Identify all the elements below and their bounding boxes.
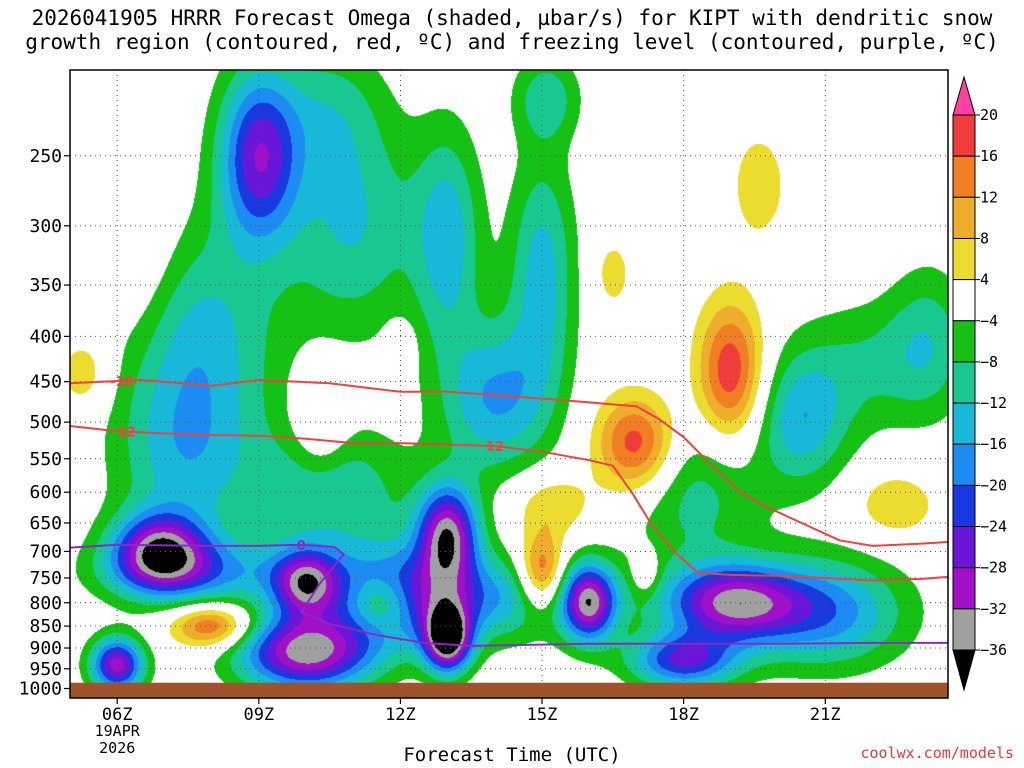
- colorbar-bin: [952, 526, 976, 569]
- pressure-tick-label: 550: [29, 449, 62, 470]
- pressure-tick-label: 300: [29, 216, 62, 237]
- colorbar-bin: [952, 567, 976, 610]
- omega-shaded-field: [70, 70, 948, 698]
- time-tick-label: 18Z: [668, 705, 699, 725]
- pressure-tick-label: 800: [29, 593, 62, 614]
- pressure-tick-label: 250: [29, 146, 62, 167]
- colorbar-tick-label: −16: [980, 435, 1007, 453]
- time-tick-label: 12Z: [385, 705, 416, 725]
- time-tick-label: 06Z: [102, 705, 133, 725]
- colorbar-max-arrow: [952, 75, 976, 116]
- colorbar-tick-label: 12: [980, 188, 998, 206]
- pressure-tick-label: 400: [29, 326, 62, 347]
- pressure-tick-label: 600: [29, 482, 62, 503]
- ground-surface: [70, 682, 948, 698]
- colorbar-tick-label: −20: [980, 476, 1007, 494]
- title-line-2: growth region (contoured, red, ºC) and f…: [25, 30, 999, 54]
- date-label-day: 19APR: [95, 722, 141, 740]
- x-axis-title: Forecast Time (UTC): [403, 744, 621, 766]
- dgz-contour-minus12: [70, 425, 948, 582]
- colorbar-tick-label: 8: [980, 229, 989, 247]
- colorbar-tick-label: 20: [980, 106, 998, 124]
- date-label-year: 2026: [99, 739, 135, 757]
- contour-label: 12: [118, 426, 136, 441]
- contour-layer: -18 12 12 0: [70, 375, 948, 647]
- pressure-tick-label: 500: [29, 412, 62, 433]
- colorbar-bin: [952, 237, 976, 281]
- pressure-tick-label: 450: [29, 372, 62, 393]
- plot-frame: [69, 69, 949, 699]
- colorbar-bin: [952, 196, 976, 239]
- colorbar-bin: [952, 402, 976, 445]
- contour-label: -18: [110, 375, 134, 390]
- pressure-tick-label: 350: [29, 275, 62, 296]
- pressure-tick-label: 900: [29, 638, 62, 659]
- dgz-contour-minus18: [70, 378, 948, 547]
- colorbar-tick-label: −36: [980, 641, 1007, 659]
- colorbar-tick-label: 16: [980, 147, 998, 165]
- pressure-axis: 2503003504004505005506006507007508008509…: [19, 146, 70, 700]
- colorbar-bin: [952, 279, 976, 322]
- time-tick-label: 15Z: [527, 705, 558, 725]
- colorbar-bin: [952, 443, 976, 486]
- contour-label: 0: [297, 539, 306, 554]
- colorbar-tick-label: −8: [980, 353, 998, 371]
- pressure-tick-label: 1000: [19, 679, 62, 700]
- colorbar-bin: [952, 320, 976, 363]
- colorbar-tick-label: −4: [980, 312, 998, 330]
- colorbar-tick-label: −32: [980, 600, 1007, 618]
- colorbar-bin: [952, 361, 976, 404]
- colorbar-tick-label: −28: [980, 559, 1007, 577]
- colorbar-bin: [952, 484, 976, 528]
- colorbar-min-arrow: [952, 649, 976, 692]
- pressure-tick-label: 850: [29, 616, 62, 637]
- pressure-tick-label: 650: [29, 513, 62, 534]
- colorbar-tick-label: 4: [980, 271, 989, 289]
- colorbar-tick-label: −24: [980, 518, 1007, 536]
- colorbar: 20 16 12 8 4 −4 −8 −12 −16 −20 −24 −28 −32 −36: [952, 75, 1007, 692]
- source-watermark[interactable]: coolwx.com/models: [860, 744, 1014, 762]
- colorbar-tick-label: −12: [980, 394, 1007, 412]
- chart-title: 2026041905 HRRR Forecast Omega (shaded, …: [0, 6, 1024, 54]
- colorbar-bin: [952, 608, 976, 651]
- pressure-tick-label: 950: [29, 659, 62, 680]
- colorbar-bin: [952, 155, 976, 198]
- title-line-1: 2026041905 HRRR Forecast Omega (shaded, …: [31, 6, 993, 30]
- time-tick-label: 09Z: [243, 705, 274, 725]
- colorbar-bin: [952, 114, 976, 157]
- pressure-tick-label: 750: [29, 568, 62, 589]
- pressure-tick-label: 700: [29, 541, 62, 562]
- freezing-level-contour: [70, 543, 948, 647]
- contour-label: 12: [486, 440, 504, 455]
- time-tick-label: 21Z: [810, 705, 841, 725]
